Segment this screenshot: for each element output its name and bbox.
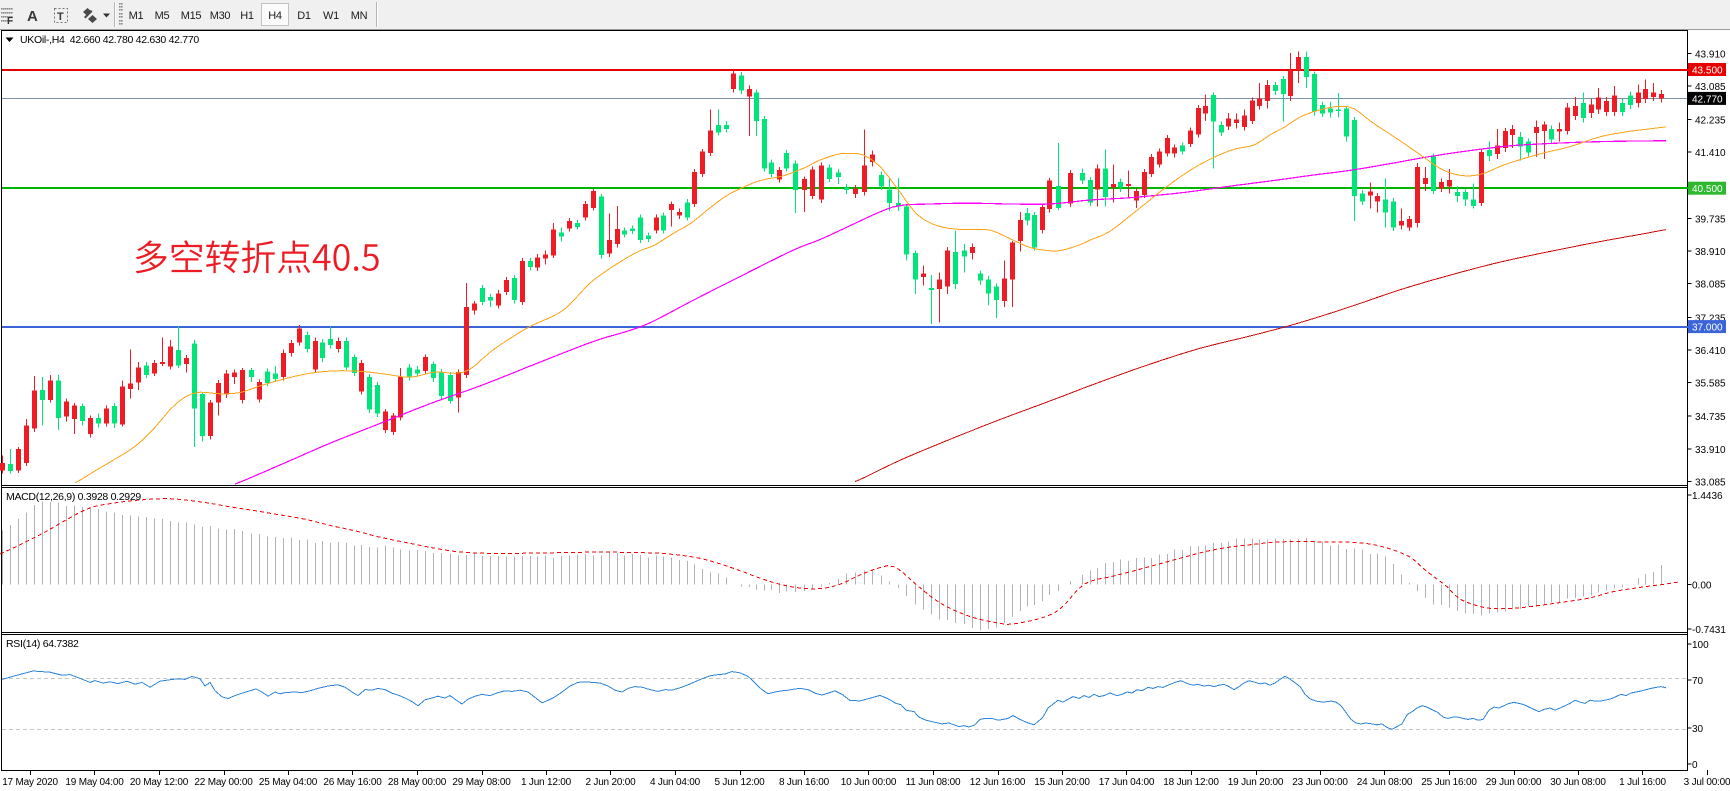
svg-text:22 May 00:00: 22 May 00:00 <box>194 777 253 788</box>
svg-text:24 Jun 08:00: 24 Jun 08:00 <box>1357 777 1413 788</box>
svg-text:28 May 00:00: 28 May 00:00 <box>388 777 447 788</box>
svg-text:42.770: 42.770 <box>1692 94 1723 105</box>
svg-text:20 May 12:00: 20 May 12:00 <box>130 777 189 788</box>
svg-text:39.735: 39.735 <box>1695 214 1726 225</box>
svg-text:37.000: 37.000 <box>1692 323 1723 334</box>
svg-text:3 Jul 00:00: 3 Jul 00:00 <box>1684 777 1730 788</box>
svg-text:D1: D1 <box>297 10 311 22</box>
svg-text:0: 0 <box>1692 760 1698 771</box>
svg-text:-0.7431: -0.7431 <box>1692 625 1726 636</box>
svg-text:M1: M1 <box>129 10 144 22</box>
svg-text:1 Jul 16:00: 1 Jul 16:00 <box>1619 777 1666 788</box>
svg-text:38.910: 38.910 <box>1695 247 1726 258</box>
svg-text:1 Jun 12:00: 1 Jun 12:00 <box>521 777 572 788</box>
svg-text:15 Jun 20:00: 15 Jun 20:00 <box>1034 777 1090 788</box>
svg-text:37.235: 37.235 <box>1695 313 1726 324</box>
svg-text:25 May 04:00: 25 May 04:00 <box>259 777 318 788</box>
svg-text:70: 70 <box>1692 676 1704 687</box>
svg-text:29 Jun 00:00: 29 Jun 00:00 <box>1486 777 1542 788</box>
svg-text:17 Jun 04:00: 17 Jun 04:00 <box>1099 777 1155 788</box>
svg-text:36.410: 36.410 <box>1695 346 1726 357</box>
svg-text:42.235: 42.235 <box>1695 116 1726 127</box>
svg-text:12 Jun 16:00: 12 Jun 16:00 <box>970 777 1026 788</box>
svg-text:40.500: 40.500 <box>1692 184 1723 195</box>
svg-text:MACD(12,26,9) 0.3928 0.2929: MACD(12,26,9) 0.3928 0.2929 <box>6 491 141 503</box>
svg-text:RSI(14) 64.7382: RSI(14) 64.7382 <box>6 638 79 650</box>
svg-text:F: F <box>7 16 13 27</box>
svg-text:8 Jun 16:00: 8 Jun 16:00 <box>779 777 830 788</box>
svg-text:19 May 04:00: 19 May 04:00 <box>65 777 124 788</box>
svg-text:H4: H4 <box>268 10 282 22</box>
svg-text:19 Jun 20:00: 19 Jun 20:00 <box>1228 777 1284 788</box>
svg-text:M15: M15 <box>181 10 202 22</box>
svg-text:43.500: 43.500 <box>1692 66 1723 77</box>
svg-text:35.585: 35.585 <box>1695 379 1726 390</box>
svg-text:A: A <box>27 8 38 25</box>
svg-text:43.085: 43.085 <box>1695 82 1726 93</box>
svg-text:38.085: 38.085 <box>1695 280 1726 291</box>
svg-text:33.910: 33.910 <box>1695 445 1726 456</box>
svg-text:T: T <box>57 11 64 23</box>
svg-text:23 Jun 00:00: 23 Jun 00:00 <box>1292 777 1348 788</box>
svg-text:100: 100 <box>1692 640 1709 651</box>
svg-text:MN: MN <box>351 10 368 22</box>
svg-text:30: 30 <box>1692 724 1704 735</box>
svg-text:4 Jun 04:00: 4 Jun 04:00 <box>650 777 701 788</box>
svg-text:M30: M30 <box>210 10 231 22</box>
svg-text:H1: H1 <box>240 10 254 22</box>
svg-text:41.410: 41.410 <box>1695 148 1726 159</box>
svg-text:5 Jun 12:00: 5 Jun 12:00 <box>714 777 765 788</box>
svg-text:1.4436: 1.4436 <box>1692 491 1723 502</box>
svg-text:26 May 16:00: 26 May 16:00 <box>323 777 382 788</box>
svg-text:11 Jun 08:00: 11 Jun 08:00 <box>906 777 961 788</box>
svg-text:W1: W1 <box>323 10 339 22</box>
svg-text:33.085: 33.085 <box>1695 477 1726 488</box>
svg-text:2 Jun 20:00: 2 Jun 20:00 <box>585 777 636 788</box>
svg-text:10 Jun 00:00: 10 Jun 00:00 <box>841 777 897 788</box>
svg-text:30 Jun 08:00: 30 Jun 08:00 <box>1550 777 1606 788</box>
svg-text:17 May 2020: 17 May 2020 <box>2 777 58 788</box>
svg-text:43.910: 43.910 <box>1695 49 1726 60</box>
svg-text:25 Jun 16:00: 25 Jun 16:00 <box>1421 777 1477 788</box>
svg-text:M5: M5 <box>155 10 170 22</box>
svg-text:18 Jun 12:00: 18 Jun 12:00 <box>1163 777 1219 788</box>
svg-text:UKOil-,H4 42.660 42.780 42.63: UKOil-,H4 42.660 42.780 42.630 42.770 <box>20 34 199 46</box>
svg-text:29 May 08:00: 29 May 08:00 <box>452 777 511 788</box>
svg-text:34.735: 34.735 <box>1695 412 1726 423</box>
svg-text:0.00: 0.00 <box>1692 580 1712 591</box>
